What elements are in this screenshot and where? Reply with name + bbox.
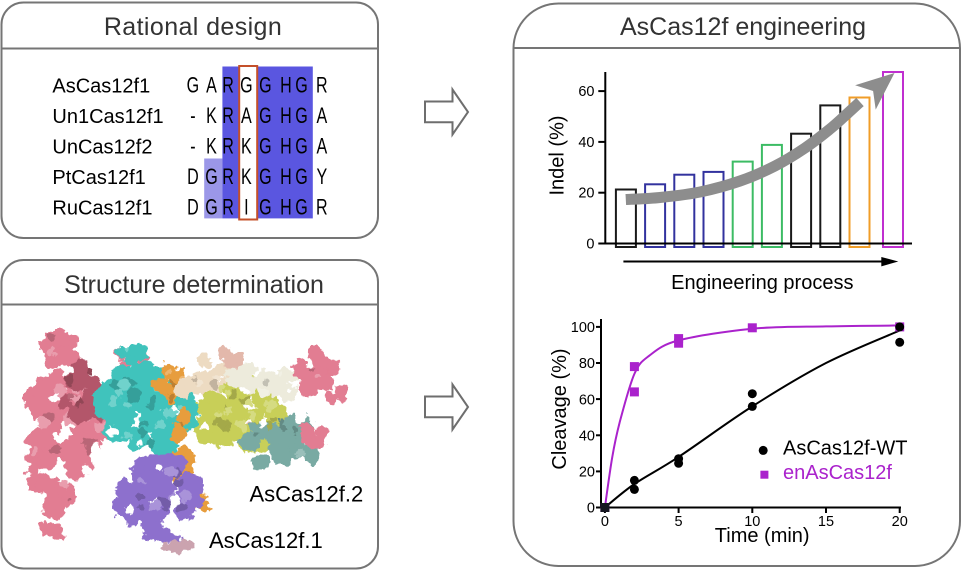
svg-text:G: G bbox=[259, 105, 271, 129]
svg-text:40: 40 bbox=[578, 135, 594, 151]
svg-text:G: G bbox=[259, 166, 271, 190]
svg-text:K: K bbox=[206, 105, 217, 129]
svg-text:R: R bbox=[316, 74, 328, 98]
svg-text:G: G bbox=[205, 166, 217, 190]
svg-text:20: 20 bbox=[579, 465, 595, 481]
svg-text:enAsCas12f: enAsCas12f bbox=[783, 462, 892, 484]
svg-text:G: G bbox=[295, 74, 307, 98]
svg-text:-: - bbox=[190, 135, 195, 159]
svg-text:R: R bbox=[222, 166, 234, 190]
svg-text:H: H bbox=[280, 196, 292, 220]
svg-text:UnCas12f2: UnCas12f2 bbox=[52, 137, 152, 159]
svg-text:Engineering process: Engineering process bbox=[671, 272, 853, 294]
svg-text:5: 5 bbox=[675, 514, 683, 530]
svg-text:80: 80 bbox=[579, 356, 595, 372]
svg-text:G: G bbox=[295, 135, 307, 159]
svg-text:Structure determination: Structure determination bbox=[64, 271, 324, 299]
svg-text:R: R bbox=[222, 135, 234, 159]
svg-text:A: A bbox=[241, 105, 252, 129]
svg-text:A: A bbox=[316, 135, 327, 159]
svg-text:R: R bbox=[222, 105, 234, 129]
svg-text:100: 100 bbox=[571, 320, 595, 336]
svg-text:H: H bbox=[280, 166, 292, 190]
svg-text:I: I bbox=[244, 196, 248, 220]
svg-text:0: 0 bbox=[587, 501, 595, 517]
svg-text:Cleavage (%): Cleavage (%) bbox=[549, 348, 571, 469]
svg-text:AsCas12f-WT: AsCas12f-WT bbox=[783, 438, 907, 460]
svg-text:H: H bbox=[280, 74, 292, 98]
svg-text:PtCas12f1: PtCas12f1 bbox=[52, 167, 145, 189]
svg-text:G: G bbox=[295, 166, 307, 190]
svg-text:Un1Cas12f1: Un1Cas12f1 bbox=[52, 106, 163, 128]
svg-text:Y: Y bbox=[316, 166, 327, 190]
svg-text:20: 20 bbox=[578, 186, 594, 202]
svg-text:G: G bbox=[259, 74, 271, 98]
svg-text:15: 15 bbox=[818, 514, 834, 530]
svg-text:AsCas12f engineering: AsCas12f engineering bbox=[620, 13, 866, 41]
svg-text:G: G bbox=[295, 196, 307, 220]
svg-text:D: D bbox=[187, 196, 199, 220]
svg-text:AsCas12f.2: AsCas12f.2 bbox=[250, 482, 364, 507]
svg-text:G: G bbox=[259, 196, 271, 220]
svg-text:R: R bbox=[316, 196, 328, 220]
svg-text:R: R bbox=[222, 74, 234, 98]
svg-text:Rational design: Rational design bbox=[104, 13, 282, 41]
svg-text:R: R bbox=[222, 196, 234, 220]
svg-text:A: A bbox=[316, 105, 327, 129]
svg-text:40: 40 bbox=[579, 429, 595, 445]
svg-text:20: 20 bbox=[892, 514, 908, 530]
svg-text:AsCas12f1: AsCas12f1 bbox=[52, 76, 150, 98]
svg-text:10: 10 bbox=[744, 514, 760, 530]
svg-text:0: 0 bbox=[601, 514, 609, 530]
svg-text:H: H bbox=[280, 105, 292, 129]
svg-text:-: - bbox=[190, 105, 195, 129]
svg-text:RuCas12f1: RuCas12f1 bbox=[52, 197, 152, 219]
svg-text:K: K bbox=[241, 135, 252, 159]
svg-text:D: D bbox=[187, 166, 199, 190]
svg-text:G: G bbox=[259, 135, 271, 159]
svg-text:0: 0 bbox=[586, 236, 594, 252]
svg-text:G: G bbox=[295, 105, 307, 129]
svg-text:60: 60 bbox=[578, 84, 594, 100]
svg-text:K: K bbox=[206, 135, 217, 159]
svg-text:G: G bbox=[205, 196, 217, 220]
svg-text:Indel (%): Indel (%) bbox=[547, 115, 569, 195]
svg-text:H: H bbox=[280, 135, 292, 159]
svg-text:AsCas12f.1: AsCas12f.1 bbox=[209, 528, 323, 553]
svg-text:Time (min): Time (min) bbox=[715, 525, 810, 547]
svg-text:G: G bbox=[240, 74, 252, 98]
svg-text:G: G bbox=[187, 74, 199, 98]
svg-text:K: K bbox=[241, 166, 252, 190]
svg-text:A: A bbox=[206, 74, 217, 98]
svg-text:60: 60 bbox=[579, 392, 595, 408]
